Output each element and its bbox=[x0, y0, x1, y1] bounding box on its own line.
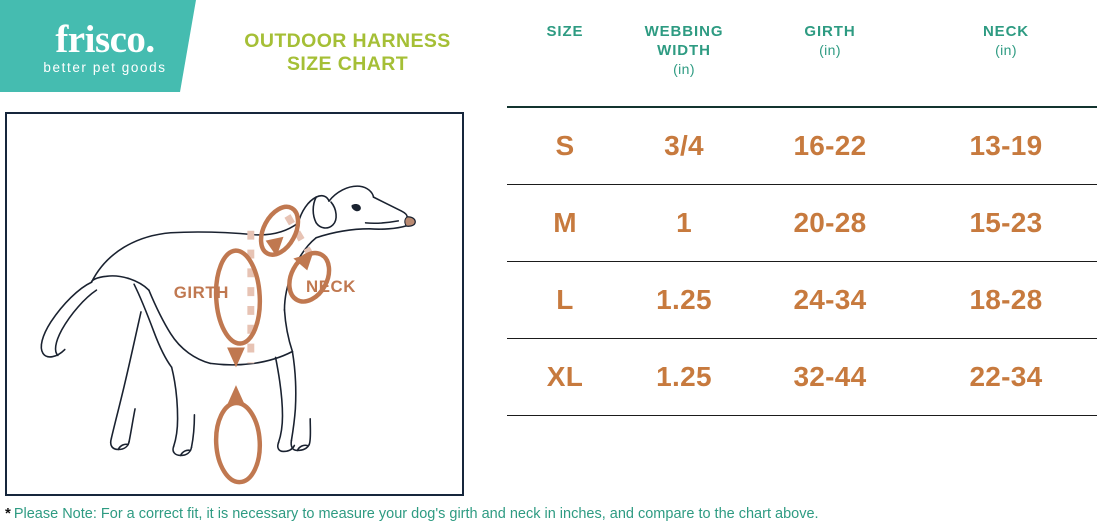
page-title: OUTDOOR HARNESS SIZE CHART bbox=[205, 30, 490, 76]
column-header-webbing-line-2: WIDTH bbox=[657, 42, 711, 59]
table-body: S 3/4 16-22 13-19 M 1 20-28 15-23 L 1.25… bbox=[507, 107, 1097, 416]
size-chart-table: SIZE WEBBING WIDTH (in) GIRTH (in) NECK … bbox=[507, 22, 1097, 416]
cell-girth: 32-44 bbox=[745, 338, 915, 416]
column-header-size-label: SIZE bbox=[546, 23, 584, 40]
logo-tagline: better pet goods bbox=[43, 59, 167, 75]
column-header-neck: NECK (in) bbox=[915, 22, 1097, 107]
dog-outline bbox=[40, 185, 416, 457]
frisco-logo: frisco. better pet goods bbox=[0, 0, 200, 92]
dog-measurement-diagram: GIRTH NECK bbox=[5, 112, 464, 496]
column-header-girth: GIRTH (in) bbox=[745, 22, 915, 107]
page-title-line-2: SIZE CHART bbox=[287, 53, 408, 75]
table-row: L 1.25 24-34 18-28 bbox=[507, 261, 1097, 339]
page-title-line-1: OUTDOOR HARNESS bbox=[244, 30, 451, 52]
girth-loop bbox=[213, 248, 263, 485]
cell-size: M bbox=[507, 184, 623, 262]
table-row: M 1 20-28 15-23 bbox=[507, 184, 1097, 262]
logo-badge-shape bbox=[0, 0, 196, 92]
column-header-webbing-width: WEBBING WIDTH (in) bbox=[623, 22, 745, 107]
cell-girth: 20-28 bbox=[745, 184, 915, 262]
footnote-text: Please Note: For a correct fit, it is ne… bbox=[13, 506, 819, 522]
table-row: S 3/4 16-22 13-19 bbox=[507, 107, 1097, 185]
column-header-webbing-line-1: WEBBING bbox=[644, 23, 724, 40]
cell-size: L bbox=[507, 261, 623, 339]
girth-label: GIRTH bbox=[174, 283, 229, 302]
cell-webbing-width: 1.25 bbox=[623, 338, 745, 416]
footnote: * Please Note: For a correct fit, it is n… bbox=[5, 505, 1100, 523]
neck-loop bbox=[258, 204, 332, 304]
logo-text: frisco. better pet goods bbox=[0, 0, 196, 92]
table-header: SIZE WEBBING WIDTH (in) GIRTH (in) NECK … bbox=[507, 22, 1097, 107]
column-header-webbing-unit: (in) bbox=[673, 61, 695, 77]
column-header-girth-label: GIRTH bbox=[804, 23, 856, 40]
logo-wordmark: frisco. bbox=[55, 17, 155, 61]
dog-illustration: GIRTH NECK bbox=[40, 185, 416, 485]
table-row: XL 1.25 32-44 22-34 bbox=[507, 338, 1097, 416]
cell-webbing-width: 1 bbox=[623, 184, 745, 262]
table-header-row: SIZE WEBBING WIDTH (in) GIRTH (in) NECK … bbox=[507, 22, 1097, 107]
cell-girth: 24-34 bbox=[745, 261, 915, 339]
cell-webbing-width: 3/4 bbox=[623, 107, 745, 185]
cell-neck: 13-19 bbox=[915, 107, 1097, 185]
cell-webbing-width: 1.25 bbox=[623, 261, 745, 339]
column-header-size: SIZE bbox=[507, 22, 623, 107]
column-header-neck-label: NECK bbox=[982, 23, 1030, 40]
cell-neck: 15-23 bbox=[915, 184, 1097, 262]
cell-girth: 16-22 bbox=[745, 107, 915, 185]
neck-label: NECK bbox=[306, 277, 356, 296]
cell-neck: 22-34 bbox=[915, 338, 1097, 416]
column-header-girth-unit: (in) bbox=[819, 42, 841, 58]
column-header-neck-unit: (in) bbox=[995, 42, 1017, 58]
cell-neck: 18-28 bbox=[915, 261, 1097, 339]
footnote-asterisk: * bbox=[5, 505, 11, 522]
cell-size: XL bbox=[507, 338, 623, 416]
cell-size: S bbox=[507, 107, 623, 185]
